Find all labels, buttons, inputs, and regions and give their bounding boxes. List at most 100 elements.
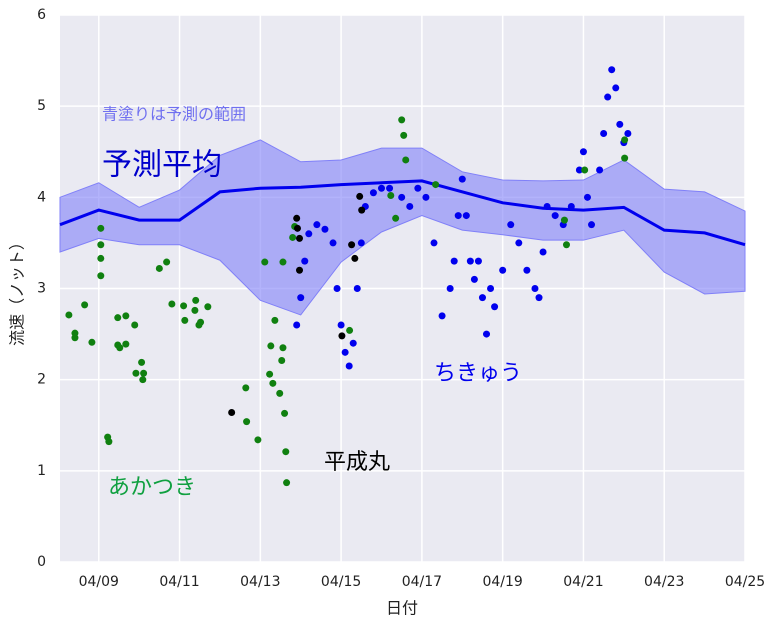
point <box>131 321 139 329</box>
point <box>575 166 583 174</box>
point <box>296 234 304 242</box>
point <box>474 257 482 265</box>
point <box>539 248 547 256</box>
point <box>71 334 79 342</box>
point <box>155 264 163 272</box>
point <box>191 306 199 314</box>
point <box>515 239 523 247</box>
point <box>296 266 304 274</box>
y-tick-label: 1 <box>37 463 46 479</box>
point <box>621 136 629 144</box>
y-axis-label: 流速（ノット） <box>8 234 27 346</box>
point <box>560 216 568 224</box>
point <box>97 241 105 249</box>
point <box>346 326 354 334</box>
point <box>351 254 359 262</box>
point <box>276 389 284 397</box>
point <box>478 294 486 302</box>
point <box>491 303 499 311</box>
point <box>353 285 361 292</box>
point <box>608 66 616 74</box>
point <box>369 189 377 197</box>
point <box>279 344 287 352</box>
point <box>278 357 286 365</box>
point <box>321 225 329 233</box>
point <box>466 257 474 265</box>
point <box>301 257 309 265</box>
point <box>400 131 408 139</box>
point <box>97 224 105 232</box>
point <box>97 272 105 280</box>
x-tick-label: 04/21 <box>563 574 603 590</box>
point <box>333 285 341 292</box>
mean-line <box>59 179 746 247</box>
y-tick-label: 4 <box>37 189 46 205</box>
point <box>446 285 454 292</box>
series-label: 平成丸 <box>324 450 390 475</box>
point <box>624 130 632 138</box>
point <box>432 181 440 189</box>
point <box>604 93 612 101</box>
point <box>414 184 422 192</box>
point <box>279 258 287 266</box>
y-tick-label: 0 <box>37 554 46 570</box>
point <box>462 212 470 220</box>
point <box>499 266 507 274</box>
point <box>567 202 575 210</box>
x-tick-label: 04/23 <box>644 574 684 590</box>
point <box>345 362 353 370</box>
point <box>81 301 89 309</box>
point <box>531 285 539 292</box>
point <box>600 130 608 138</box>
y-tick-label: 2 <box>37 372 46 388</box>
point <box>470 275 478 283</box>
point <box>392 214 400 222</box>
point <box>180 302 188 310</box>
point <box>454 212 462 220</box>
y-tick-label: 6 <box>37 7 46 23</box>
point <box>588 221 596 229</box>
point <box>596 166 604 174</box>
x-tick-label: 04/15 <box>321 574 361 590</box>
point <box>281 409 289 417</box>
point <box>114 314 122 322</box>
series-label: あかつき <box>108 475 196 500</box>
point <box>293 214 301 222</box>
x-tick-label: 04/17 <box>402 574 442 590</box>
point <box>261 258 269 266</box>
point <box>507 221 515 229</box>
point <box>132 369 140 377</box>
point <box>583 193 591 201</box>
y-tick-label: 3 <box>37 281 46 297</box>
x-tick-label: 04/19 <box>482 574 522 590</box>
point <box>386 184 394 192</box>
point <box>181 316 189 324</box>
point <box>88 338 96 346</box>
point <box>616 120 624 128</box>
point <box>535 294 543 302</box>
point <box>140 369 148 377</box>
point <box>197 318 205 326</box>
point <box>97 254 105 262</box>
point <box>612 84 620 92</box>
point <box>293 224 301 232</box>
point <box>551 212 559 220</box>
point <box>138 358 146 366</box>
x-tick-label: 04/25 <box>725 574 765 590</box>
point <box>398 116 406 124</box>
point <box>289 233 297 241</box>
point <box>377 184 385 192</box>
point <box>192 296 200 304</box>
point <box>387 192 395 200</box>
point <box>402 156 410 164</box>
point <box>122 340 130 348</box>
point <box>242 384 250 392</box>
point <box>122 312 130 320</box>
point <box>271 316 279 324</box>
point <box>228 408 236 416</box>
point <box>269 379 277 387</box>
point <box>349 339 357 347</box>
point <box>283 479 291 487</box>
